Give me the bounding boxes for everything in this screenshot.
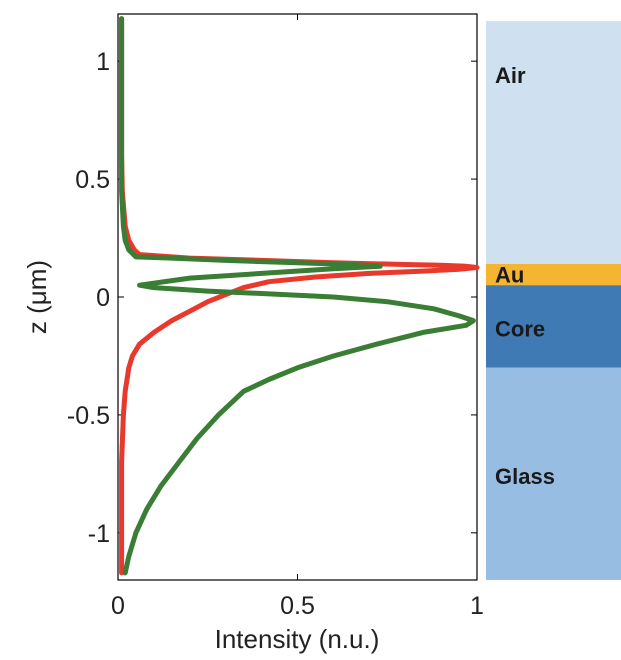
x-tick-label: 0.5 — [280, 592, 315, 620]
x-tick-label: 1 — [470, 592, 484, 620]
x-tick-label: 0 — [111, 592, 125, 620]
tick-labels: 0 0.5 1 1 0.5 0 -0.5 -1 — [67, 48, 484, 620]
series-line-1 — [119, 16, 480, 576]
y-tick-label: -0.5 — [67, 402, 110, 430]
layer-air — [486, 21, 621, 264]
layer-au — [486, 263, 621, 286]
layer-label-core: Core — [495, 316, 545, 341]
y-axis-title: z (μm) — [22, 260, 52, 334]
x-axis-title: Intensity (n.u.) — [215, 624, 380, 654]
y-tick-label: 0.5 — [75, 166, 110, 194]
y-tick-label: 1 — [96, 48, 110, 76]
y-tick-label: -1 — [88, 520, 110, 548]
layer-label-au: Au — [495, 263, 524, 288]
layer-stack-diagram: Air Au Core Glass — [486, 21, 621, 580]
layer-label-air: Air — [495, 63, 526, 88]
layer-glass — [486, 367, 621, 580]
series-line-2 — [119, 16, 476, 576]
layer-core — [486, 285, 621, 368]
layer-label-glass: Glass — [495, 464, 555, 489]
data-series — [119, 16, 480, 576]
y-tick-label: 0 — [96, 284, 110, 312]
